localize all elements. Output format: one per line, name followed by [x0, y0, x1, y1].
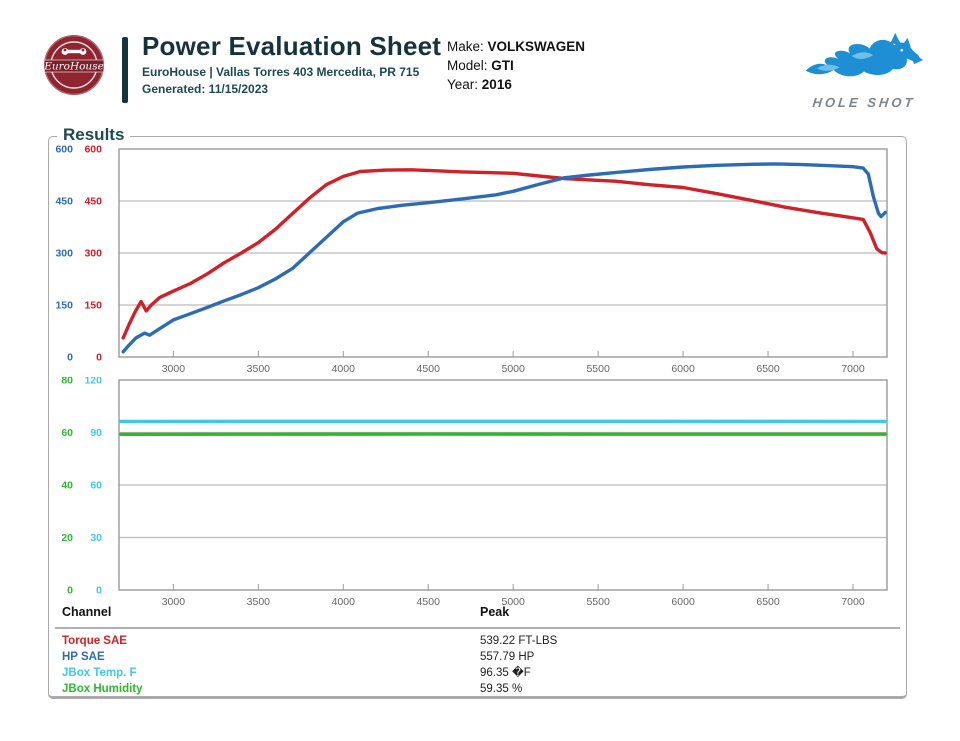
logo-wordmark: EuroHouse	[43, 61, 104, 73]
vehicle-year-line: Year: 2016	[447, 75, 585, 94]
vehicle-make-line: Make: VOLKSWAGEN	[447, 37, 585, 56]
generated-date: Generated: 11/15/2023	[142, 82, 269, 96]
svg-text:3500: 3500	[247, 363, 271, 375]
channel-name: HP SAE	[62, 651, 105, 663]
svg-text:450: 450	[84, 196, 102, 208]
table-row: JBox Humidity 59.35 %	[62, 681, 900, 697]
svg-text:60: 60	[61, 427, 73, 439]
vehicle-info: Make: VOLKSWAGEN Model: GTI Year: 2016	[447, 37, 585, 94]
svg-text:7000: 7000	[841, 363, 865, 375]
year-label: Year:	[447, 77, 479, 92]
svg-text:3000: 3000	[162, 363, 186, 375]
hole-shot-wordmark: HOLE SHOT	[811, 95, 917, 110]
make-label: Make:	[447, 39, 484, 54]
svg-text:5500: 5500	[586, 596, 610, 608]
svg-text:6000: 6000	[671, 596, 695, 608]
svg-text:4000: 4000	[332, 596, 356, 608]
svg-text:5500: 5500	[586, 363, 610, 375]
channel-name: JBox Humidity	[62, 683, 143, 695]
svg-text:5000: 5000	[502, 363, 526, 375]
wrench-icon	[61, 48, 87, 55]
svg-text:20: 20	[61, 532, 73, 544]
svg-text:3500: 3500	[247, 596, 271, 608]
page-title: Power Evaluation Sheet	[142, 31, 442, 61]
table-row: Torque SAE 539.22 FT-LBS	[62, 633, 900, 649]
eurohouse-logo: EuroHouse	[43, 35, 104, 95]
svg-text:90: 90	[90, 427, 102, 439]
hole-shot-logo: HOLE SHOT	[788, 28, 940, 110]
channel-name: JBox Temp. F	[62, 667, 137, 679]
results-section-label: Results	[57, 125, 131, 145]
svg-text:300: 300	[55, 248, 73, 260]
svg-text:120: 120	[84, 377, 102, 387]
svg-text:600: 600	[84, 144, 102, 156]
svg-text:450: 450	[55, 196, 73, 208]
svg-text:600: 600	[55, 144, 73, 156]
peak-value: 557.79 HP	[480, 651, 535, 663]
svg-text:60: 60	[90, 480, 102, 492]
svg-text:7000: 7000	[841, 596, 865, 608]
hole-shot-horse-icon	[805, 32, 924, 77]
peak-value: 539.22 FT-LBS	[480, 635, 558, 647]
channel-name: Torque SAE	[62, 635, 127, 647]
make-value: VOLKSWAGEN	[487, 39, 586, 54]
shop-address: EuroHouse | Vallas Torres 403 Mercedita,…	[142, 65, 420, 79]
model-label: Model:	[447, 58, 488, 73]
svg-text:300: 300	[84, 248, 102, 260]
svg-text:3000: 3000	[162, 596, 186, 608]
environment-chart: 3000 3500 4000 4500 5000 5500 6000 6500 70000204…	[61, 377, 888, 608]
table-row: HP SAE 557.79 HP	[62, 649, 900, 665]
peak-value: 96.35 �F	[480, 667, 531, 679]
svg-text:6500: 6500	[756, 596, 780, 608]
power-chart: 3000 3500 4000 4500 5000 5500 6000 6500 70000150…	[55, 144, 888, 375]
svg-text:4500: 4500	[417, 596, 441, 608]
svg-text:30: 30	[90, 532, 102, 544]
svg-text:150: 150	[55, 300, 73, 312]
svg-text:6500: 6500	[756, 363, 780, 375]
table-row: JBox Temp. F 96.35 �F	[62, 665, 900, 681]
vehicle-model-line: Model: GTI	[447, 56, 585, 75]
svg-text:0: 0	[67, 352, 73, 364]
table-header-divider	[55, 627, 900, 629]
svg-text:0: 0	[96, 352, 102, 364]
results-section: Results 3000 3500 4000 4500 5000 5500 6000 6500…	[48, 125, 907, 699]
svg-text:80: 80	[61, 377, 73, 387]
svg-text:40: 40	[61, 480, 73, 492]
peak-value: 59.35 %	[480, 683, 523, 695]
column-header-channel: Channel	[62, 605, 112, 619]
year-value: 2016	[481, 77, 512, 92]
svg-text:150: 150	[84, 300, 102, 312]
svg-text:4000: 4000	[332, 363, 356, 375]
title-block: Power Evaluation Sheet EuroHouse | Valla…	[142, 31, 441, 96]
title-accent-bar	[122, 37, 128, 103]
model-value: GTI	[491, 58, 514, 73]
svg-text:4500: 4500	[417, 363, 441, 375]
svg-text:6000: 6000	[671, 363, 695, 375]
column-header-peak: Peak	[480, 605, 510, 619]
svg-text:0: 0	[96, 585, 102, 597]
svg-text:0: 0	[67, 585, 73, 597]
